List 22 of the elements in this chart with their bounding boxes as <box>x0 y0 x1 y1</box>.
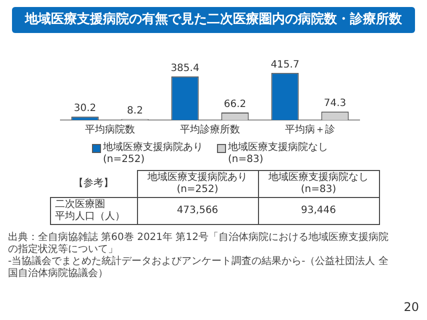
source-note: 出典：全自病協雑誌 第60巻 2021年 第12号「自治体病院における地域医療支援病院の指定状況等について」 <box>8 232 390 256</box>
x-tick-label: 平均診療所数 <box>180 124 240 136</box>
text: 20 <box>404 300 419 314</box>
text: 【参考】 <box>72 176 114 191</box>
data-label: 74.3 <box>324 98 346 110</box>
text: 93,446 <box>258 198 379 224</box>
text: 地域医療支援病院なし (n=83) <box>268 172 368 195</box>
text: -当協議会でまとめた統計データおよびアンケート調査の結果から-（公益社団法人 全国自治体病院協議会） <box>8 256 390 280</box>
text: 地域医療支援病院あり (n=252) <box>148 172 248 195</box>
x-tick-label: 平均病院数 <box>85 124 135 136</box>
data-label: 385.4 <box>170 62 200 74</box>
data-label: 415.7 <box>270 59 300 70</box>
text: 473,566 <box>137 198 258 224</box>
legend-label: 地域医療支援病院あり (n=252) <box>103 142 203 166</box>
text: 二次医療圏 <box>55 199 105 210</box>
x-tick-label: 平均病＋診 <box>285 124 335 136</box>
legend-label: 地域医療支援病院なし (n=83) <box>228 142 328 166</box>
text: 平均人口（人） <box>55 211 125 222</box>
data-label: 66.2 <box>224 99 246 110</box>
data-label: 30.2 <box>74 103 96 114</box>
chart-title: 地域医療支援病院の有無で見た二次医療圏内の病院数・診療所数 <box>12 7 415 33</box>
data-label: 8.2 <box>127 106 143 117</box>
